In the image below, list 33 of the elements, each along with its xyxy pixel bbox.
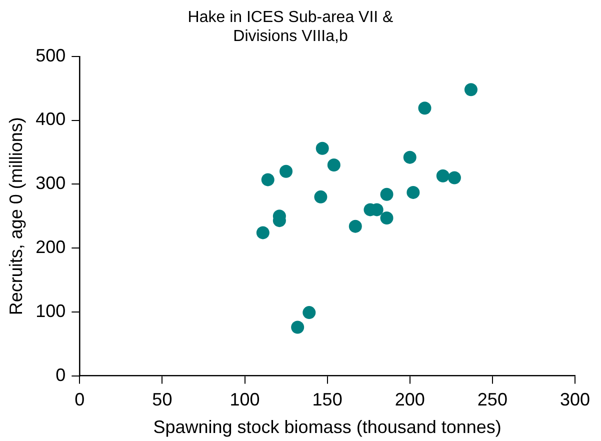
point bbox=[406, 186, 420, 199]
x-tick-label: 150 bbox=[312, 390, 342, 410]
x-tick-label: 0 bbox=[74, 390, 85, 410]
point bbox=[348, 220, 362, 233]
x-tick-label: 200 bbox=[394, 390, 425, 410]
x-tick-label: 300 bbox=[560, 390, 590, 410]
y-tick-label: 100 bbox=[36, 300, 66, 321]
y-tick-label: 200 bbox=[36, 237, 66, 258]
point bbox=[261, 173, 274, 186]
point bbox=[280, 164, 293, 178]
y-tick-label: 300 bbox=[36, 173, 66, 194]
y-tick-label: 400 bbox=[36, 109, 66, 130]
point bbox=[418, 102, 432, 115]
point bbox=[256, 226, 270, 240]
point bbox=[380, 188, 394, 201]
y-tick-label: 500 bbox=[36, 45, 66, 66]
chart-title: Hake in ICES Sub-area VII & Divisions VIIIa,b bbox=[188, 9, 394, 46]
point bbox=[448, 171, 461, 184]
point bbox=[302, 306, 316, 320]
point bbox=[314, 190, 328, 204]
point bbox=[464, 83, 478, 96]
point bbox=[291, 320, 304, 334]
point bbox=[327, 158, 340, 172]
point bbox=[403, 150, 416, 164]
y-axis-title: Recruits, age 0 (millions) bbox=[6, 117, 26, 316]
x-tick-label: 50 bbox=[152, 390, 172, 410]
x-axis-title: Spawning stock biomass (thousand tonnes) bbox=[153, 417, 502, 438]
x-tick-label: 100 bbox=[230, 390, 260, 410]
point bbox=[380, 212, 394, 225]
point bbox=[436, 169, 450, 182]
point bbox=[316, 142, 329, 155]
x-tick-label: 250 bbox=[477, 390, 508, 410]
y-tick-label: 0 bbox=[56, 364, 66, 385]
